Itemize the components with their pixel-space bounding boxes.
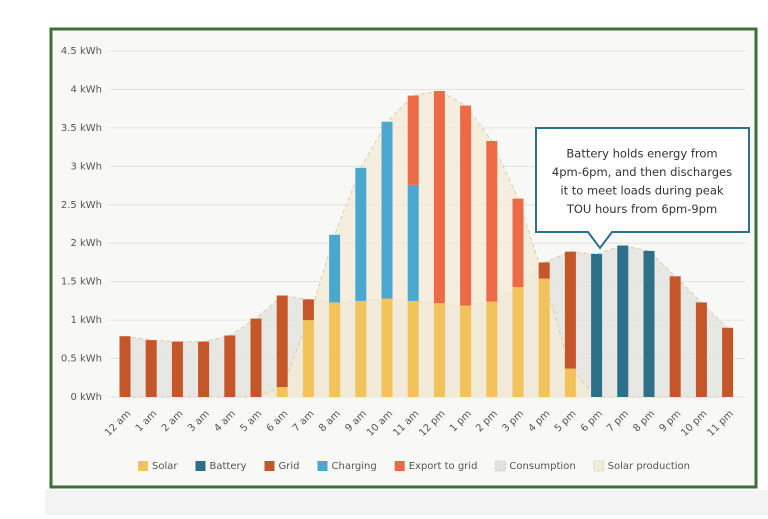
y-tick-label: 1 kWh xyxy=(70,315,102,326)
y-tick-label: 3 kWh xyxy=(70,161,102,172)
legend-label: Export to grid xyxy=(409,461,478,472)
bar-segment xyxy=(302,299,314,321)
bar-segment xyxy=(486,301,498,397)
bar-segment xyxy=(669,276,681,397)
bar-segment xyxy=(433,303,445,397)
y-tick-label: 0 kWh xyxy=(70,392,102,403)
bar-segment xyxy=(512,287,524,397)
bar-segment xyxy=(119,336,131,397)
y-tick-label: 1.5 kWh xyxy=(61,277,102,288)
bar-segment xyxy=(171,341,183,397)
footer-strip xyxy=(45,490,768,515)
callout-line: it to meet loads during peak xyxy=(560,184,723,198)
legend-label: Solar xyxy=(152,461,178,472)
legend-label: Charging xyxy=(332,461,377,472)
bar-segment xyxy=(722,327,734,397)
bar-segment xyxy=(302,320,314,397)
bar-segment xyxy=(381,121,393,299)
bar-segment xyxy=(407,300,419,397)
bar-segment xyxy=(250,318,262,397)
bar-segment xyxy=(617,245,629,397)
legend-swatch xyxy=(264,461,275,471)
bar-segment xyxy=(355,300,367,397)
legend-swatch xyxy=(593,460,605,472)
bar-segment xyxy=(145,340,157,397)
y-tick-label: 0.5 kWh xyxy=(61,354,102,365)
callout-box xyxy=(535,127,750,250)
legend-label: Battery xyxy=(209,461,246,472)
bar-segment xyxy=(486,140,498,302)
legend-swatch xyxy=(494,460,506,472)
bar-segment xyxy=(538,278,550,397)
bar-segment xyxy=(329,302,341,397)
y-tick-label: 4.5 kWh xyxy=(61,46,102,57)
legend-label: Grid xyxy=(279,461,300,472)
legend-swatch xyxy=(138,461,148,471)
bar-segment xyxy=(512,198,524,288)
callout-text: Battery holds energy from 4pm-6pm, and th… xyxy=(552,147,732,217)
bar-segment xyxy=(591,253,603,397)
callout-line: 4pm-6pm, and then discharges xyxy=(552,165,732,179)
bar-segment xyxy=(695,302,707,397)
legend-swatch xyxy=(195,461,206,471)
callout-line: TOU hours from 6pm-9pm xyxy=(566,202,717,216)
legend-swatch xyxy=(394,461,405,471)
bar-segment xyxy=(460,105,472,306)
bar-segment xyxy=(564,251,576,369)
bar-segment xyxy=(433,90,445,304)
callout-line: Battery holds energy from xyxy=(566,147,717,161)
bar-segment xyxy=(460,305,472,397)
bar-segment xyxy=(224,335,236,397)
bar-segment xyxy=(276,387,288,397)
bar-segment xyxy=(407,95,419,185)
bar-segment xyxy=(564,368,576,397)
bar-segment xyxy=(538,262,550,279)
bar-segment xyxy=(198,341,210,397)
legend-label: Consumption xyxy=(509,461,575,472)
legend-swatch xyxy=(317,461,328,471)
y-tick-label: 3.5 kWh xyxy=(61,123,102,134)
bar-segment xyxy=(643,250,655,397)
bar-segment xyxy=(355,167,367,301)
area-fill xyxy=(125,90,728,397)
y-tick-label: 2.5 kWh xyxy=(61,200,102,211)
y-tick-label: 2 kWh xyxy=(70,238,102,249)
legend-label: Solar production xyxy=(608,461,690,472)
bar-segment xyxy=(329,234,341,303)
bar-segment xyxy=(276,295,288,388)
y-tick-label: 4 kWh xyxy=(70,84,102,95)
bar-segment xyxy=(407,184,419,301)
bar-segment xyxy=(381,298,393,397)
